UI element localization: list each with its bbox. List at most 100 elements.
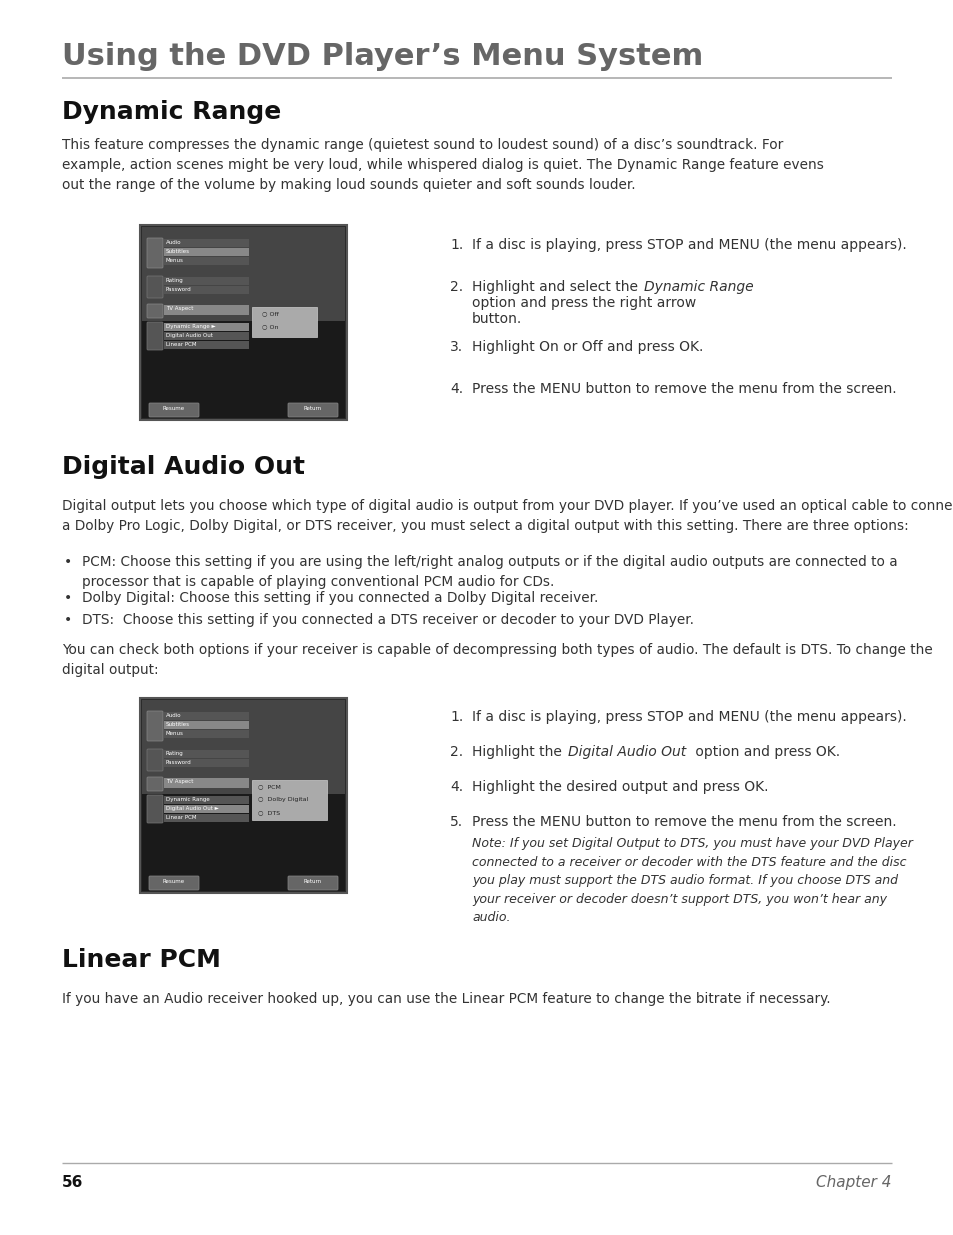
Text: Press the MENU button to remove the menu from the screen.: Press the MENU button to remove the menu… [472, 382, 896, 396]
Text: Dynamic Range: Dynamic Range [643, 280, 753, 294]
FancyBboxPatch shape [164, 287, 249, 294]
Text: Digital Audio Out ►: Digital Audio Out ► [166, 806, 218, 811]
Text: Linear PCM: Linear PCM [166, 342, 196, 347]
FancyBboxPatch shape [147, 275, 163, 298]
Text: Subtitles: Subtitles [166, 249, 190, 254]
Text: DTS:  Choose this setting if you connected a DTS receiver or decoder to your DVD: DTS: Choose this setting if you connecte… [82, 613, 693, 627]
Text: Dynamic Range: Dynamic Range [166, 797, 210, 802]
Text: Dynamic Range: Dynamic Range [62, 100, 281, 124]
FancyBboxPatch shape [164, 760, 249, 767]
Text: Menus: Menus [166, 258, 184, 263]
Text: If a disc is playing, press STOP and MENU (the menu appears).: If a disc is playing, press STOP and MEN… [472, 710, 905, 724]
Text: 4.: 4. [450, 382, 462, 396]
FancyBboxPatch shape [288, 403, 337, 417]
Text: 2.: 2. [450, 280, 462, 294]
FancyBboxPatch shape [140, 698, 347, 893]
Text: Resume: Resume [163, 406, 185, 411]
Text: Menus: Menus [166, 731, 184, 736]
Text: If a disc is playing, press STOP and MENU (the menu appears).: If a disc is playing, press STOP and MEN… [472, 238, 905, 252]
Text: ○  Dolby Digital: ○ Dolby Digital [257, 797, 308, 802]
FancyBboxPatch shape [142, 227, 345, 322]
Text: 5.: 5. [450, 815, 462, 829]
Text: Digital Audio Out: Digital Audio Out [567, 745, 685, 760]
Text: option and press OK.: option and press OK. [690, 745, 840, 760]
FancyBboxPatch shape [142, 794, 345, 890]
Text: Highlight the: Highlight the [472, 745, 566, 760]
Text: Digital Audio Out: Digital Audio Out [166, 333, 213, 338]
Text: Resume: Resume [163, 879, 185, 884]
FancyBboxPatch shape [164, 324, 249, 331]
FancyBboxPatch shape [147, 711, 163, 741]
Text: •: • [64, 613, 72, 627]
FancyBboxPatch shape [147, 795, 163, 823]
Text: 2.: 2. [450, 745, 462, 760]
Text: option and press the right arrow: option and press the right arrow [472, 296, 696, 310]
Text: 4.: 4. [450, 781, 462, 794]
Text: If you have an Audio receiver hooked up, you can use the Linear PCM feature to c: If you have an Audio receiver hooked up,… [62, 992, 830, 1007]
FancyBboxPatch shape [252, 308, 316, 337]
FancyBboxPatch shape [164, 750, 249, 758]
FancyBboxPatch shape [147, 238, 163, 268]
Text: ○  PCM: ○ PCM [257, 784, 280, 789]
FancyBboxPatch shape [288, 876, 337, 890]
Text: Linear PCM: Linear PCM [62, 948, 221, 972]
FancyBboxPatch shape [164, 721, 249, 729]
Text: Digital output lets you choose which type of digital audio is output from your D: Digital output lets you choose which typ… [62, 499, 953, 534]
Text: Dynamic Range ►: Dynamic Range ► [166, 324, 215, 329]
FancyBboxPatch shape [164, 814, 249, 823]
FancyBboxPatch shape [147, 748, 163, 771]
FancyBboxPatch shape [149, 403, 199, 417]
FancyBboxPatch shape [164, 341, 249, 350]
Text: Audio: Audio [166, 713, 181, 718]
Text: •: • [64, 555, 72, 569]
Text: Digital Audio Out: Digital Audio Out [62, 454, 305, 479]
Text: Highlight and select the: Highlight and select the [472, 280, 641, 294]
Text: •: • [64, 592, 72, 605]
Text: Chapter 4: Chapter 4 [816, 1174, 891, 1191]
Text: Highlight On or Off and press OK.: Highlight On or Off and press OK. [472, 340, 702, 354]
Text: Password: Password [166, 760, 192, 764]
Text: TV Aspect: TV Aspect [166, 306, 193, 311]
Text: 56: 56 [62, 1174, 83, 1191]
Text: Audio: Audio [166, 240, 181, 245]
Text: Return: Return [304, 406, 322, 411]
Text: ○  DTS: ○ DTS [257, 810, 280, 815]
Text: ○ On: ○ On [262, 324, 278, 329]
Text: Password: Password [166, 287, 192, 291]
FancyBboxPatch shape [142, 321, 345, 417]
Text: Rating: Rating [166, 751, 184, 756]
Text: ○ Off: ○ Off [262, 311, 278, 316]
Text: Note: If you set Digital Output to DTS, you must have your DVD Player
connected : Note: If you set Digital Output to DTS, … [472, 837, 912, 924]
FancyBboxPatch shape [147, 304, 163, 317]
Text: Using the DVD Player’s Menu System: Using the DVD Player’s Menu System [62, 42, 702, 70]
Text: 1.: 1. [450, 238, 463, 252]
FancyBboxPatch shape [164, 805, 249, 813]
Text: 1.: 1. [450, 710, 463, 724]
Text: This feature compresses the dynamic range (quietest sound to loudest sound) of a: This feature compresses the dynamic rang… [62, 138, 823, 193]
Text: Linear PCM: Linear PCM [166, 815, 196, 820]
Text: Rating: Rating [166, 278, 184, 283]
FancyBboxPatch shape [149, 876, 199, 890]
Text: You can check both options if your receiver is capable of decompressing both typ: You can check both options if your recei… [62, 643, 932, 677]
FancyBboxPatch shape [164, 240, 249, 247]
FancyBboxPatch shape [164, 305, 249, 315]
FancyBboxPatch shape [164, 277, 249, 285]
Text: Dolby Digital: Choose this setting if you connected a Dolby Digital receiver.: Dolby Digital: Choose this setting if yo… [82, 592, 598, 605]
FancyBboxPatch shape [164, 778, 249, 788]
Text: Highlight the desired output and press OK.: Highlight the desired output and press O… [472, 781, 768, 794]
Text: Return: Return [304, 879, 322, 884]
Text: Subtitles: Subtitles [166, 722, 190, 727]
FancyBboxPatch shape [252, 781, 327, 820]
FancyBboxPatch shape [142, 700, 345, 795]
Text: PCM: Choose this setting if you are using the left/right analog outputs or if th: PCM: Choose this setting if you are usin… [82, 555, 897, 589]
Text: TV Aspect: TV Aspect [166, 779, 193, 784]
FancyBboxPatch shape [164, 797, 249, 804]
Text: 3.: 3. [450, 340, 462, 354]
FancyBboxPatch shape [147, 777, 163, 790]
FancyBboxPatch shape [164, 332, 249, 340]
FancyBboxPatch shape [147, 322, 163, 350]
Text: button.: button. [472, 312, 521, 326]
FancyBboxPatch shape [164, 248, 249, 256]
FancyBboxPatch shape [164, 257, 249, 266]
Text: Press the MENU button to remove the menu from the screen.: Press the MENU button to remove the menu… [472, 815, 896, 829]
